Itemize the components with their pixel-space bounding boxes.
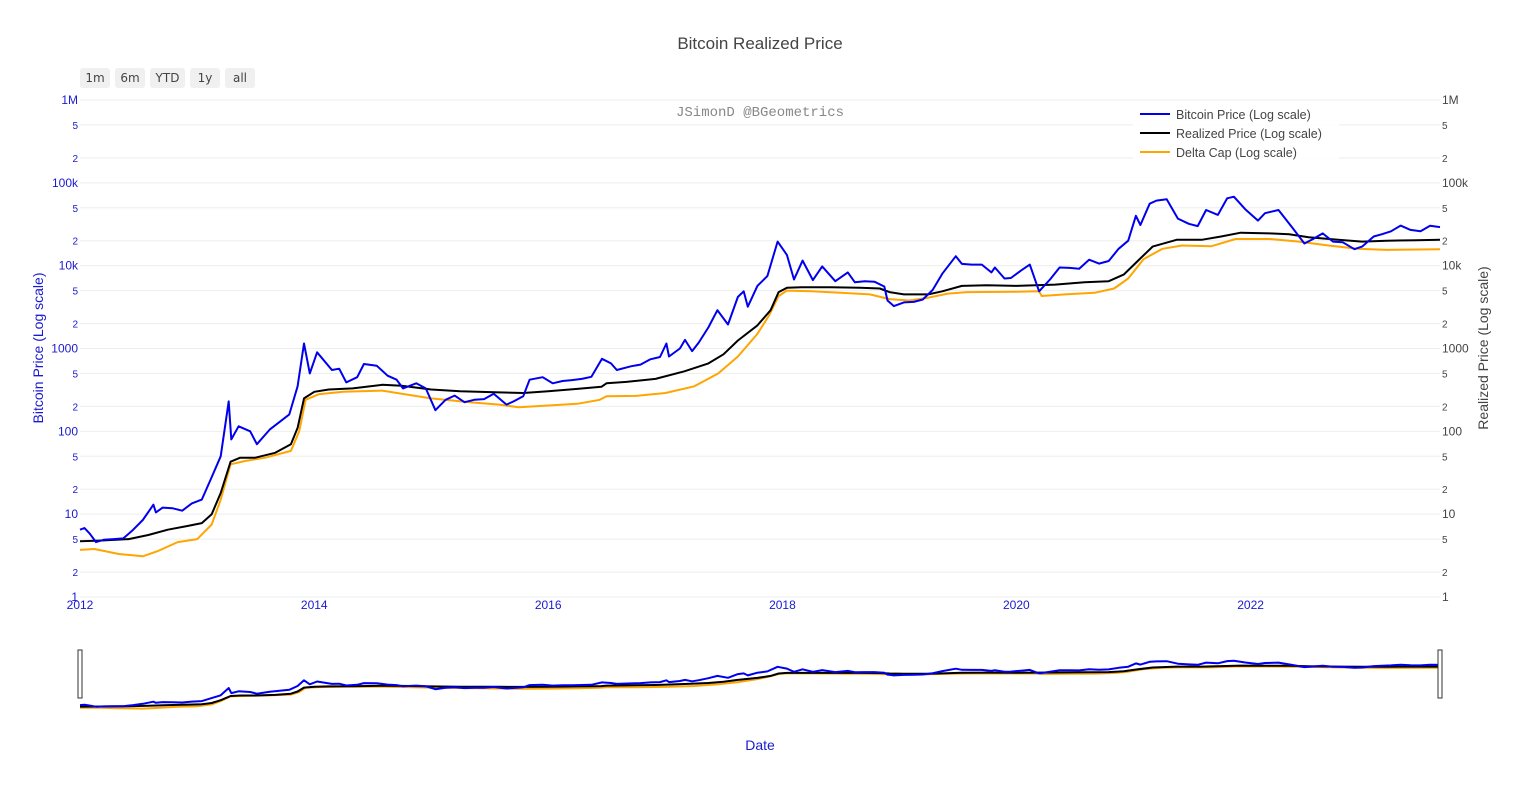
y-tick-label-left: 5 (72, 369, 78, 380)
x-tick-label: 2022 (1237, 598, 1264, 612)
y-tick-label-left: 100k (52, 176, 79, 190)
x-tick-label: 2018 (769, 598, 796, 612)
y-tick-label-left: 2 (72, 568, 78, 579)
range-button-1y[interactable]: 1y (190, 68, 220, 88)
y-tick-label-left: 5 (72, 535, 78, 546)
x-tick-label: 2014 (301, 598, 328, 612)
series-line-delta (79, 238, 1441, 558)
right-axis-title: Realized Price (Log scale) (1475, 266, 1491, 429)
legend-label-realized[interactable]: Realized Price (Log scale) (1176, 127, 1322, 141)
x-axis-title: Date (745, 737, 775, 753)
series-line-btc (79, 195, 1441, 544)
y-tick-label-left: 1000 (51, 342, 78, 356)
y-tick-label-left: 5 (72, 121, 78, 132)
range-slider[interactable] (77, 649, 1443, 710)
y-tick-label-left: 2 (72, 154, 78, 165)
grid-lines (80, 99, 1440, 598)
y-tick-label-right: 2 (1442, 154, 1448, 165)
y-tick-label-right: 2 (1442, 237, 1448, 248)
y-tick-label-right: 5 (1442, 369, 1448, 380)
slider-line-btc (79, 659, 1441, 708)
y-tick-label-left: 1 (71, 590, 78, 604)
y-tick-label-right: 5 (1442, 452, 1448, 463)
y-tick-label-left: 1M (61, 93, 78, 107)
y-tick-label-right: 10 (1442, 507, 1456, 521)
y-tick-label-right: 5 (1442, 535, 1448, 546)
y-tick-label-left: 100 (58, 424, 78, 438)
slider-line-realized (79, 664, 1440, 708)
y-tick-label-left: 5 (72, 287, 78, 298)
legend-label-delta[interactable]: Delta Cap (Log scale) (1176, 146, 1297, 160)
y-tick-label-left: 10k (59, 259, 79, 273)
y-tick-label-right: 2 (1442, 402, 1448, 413)
y-tick-label-right: 100 (1442, 424, 1462, 438)
watermark-text: JSimonD @BGeometrics (676, 105, 844, 121)
y-tick-label-right: 1M (1442, 93, 1459, 107)
legend[interactable]: Bitcoin Price (Log scale) Realized Price… (1133, 103, 1339, 163)
x-tick-label: 2016 (535, 598, 562, 612)
y-tick-label-right: 10k (1442, 259, 1462, 273)
y-tick-label-right: 2 (1442, 568, 1448, 579)
x-tick-label: 2012 (67, 598, 94, 612)
y-tick-label-right: 5 (1442, 121, 1448, 132)
y-tick-label-right: 1000 (1442, 342, 1469, 356)
series-line-realized (79, 231, 1441, 543)
y-tick-label-left: 10 (65, 507, 79, 521)
y-tick-label-left: 2 (72, 320, 78, 331)
plot-area (79, 195, 1441, 558)
range-slider-preview (79, 659, 1441, 710)
y-tick-label-right: 2 (1442, 485, 1448, 496)
y-tick-label-right: 1 (1442, 590, 1449, 604)
range-button-6m[interactable]: 6m (115, 68, 145, 88)
range-slider-handle-left[interactable] (77, 649, 83, 699)
y-tick-label-left: 2 (72, 485, 78, 496)
chart-title: Bitcoin Realized Price (677, 34, 842, 53)
legend-label-btc[interactable]: Bitcoin Price (Log scale) (1176, 108, 1311, 122)
axis-ticks: 1 1 2 2 5 5 10 10 2 2 5 5 100 100 2 2 5 5 1000 1000 2 2 5 5 10k 1… (51, 93, 1469, 612)
x-tick-label: 2020 (1003, 598, 1030, 612)
range-button-all[interactable]: all (225, 68, 255, 88)
y-tick-label-right: 100k (1442, 176, 1469, 190)
y-tick-label-left: 2 (72, 237, 78, 248)
left-axis-title: Bitcoin Price (Log scale) (30, 273, 46, 424)
y-tick-label-left: 5 (72, 204, 78, 215)
y-tick-label-left: 2 (72, 402, 78, 413)
range-button-ytd[interactable]: YTD (150, 68, 185, 88)
y-tick-label-left: 5 (72, 452, 78, 463)
range-button-1m[interactable]: 1m (80, 68, 110, 88)
y-tick-label-right: 5 (1442, 287, 1448, 298)
range-slider-handle-right[interactable] (1437, 649, 1443, 699)
y-tick-label-right: 5 (1442, 204, 1448, 215)
y-tick-label-right: 2 (1442, 320, 1448, 331)
